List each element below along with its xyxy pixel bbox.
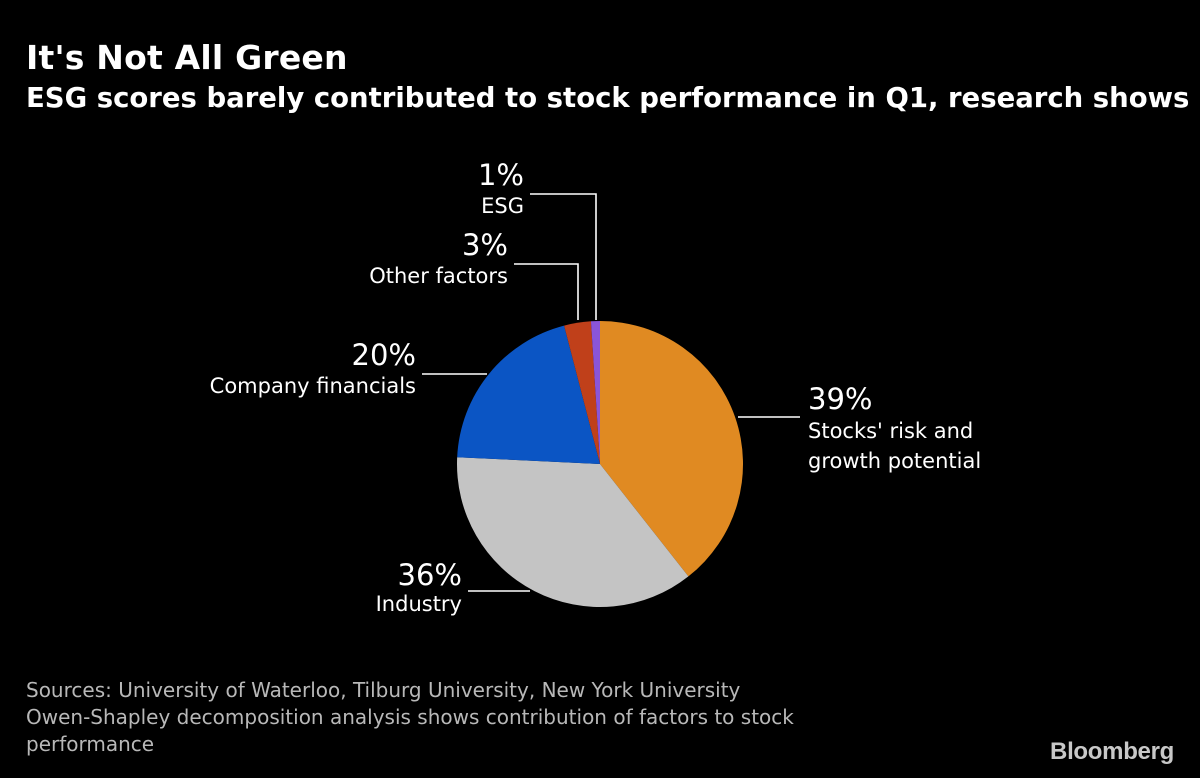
chart-title: It's Not All Green — [26, 38, 348, 77]
pie-slice-stocks-risk-and-growth-potential — [600, 321, 744, 577]
leader-lines — [422, 193, 800, 592]
slice-labels: 39% Stocks' risk and growth potential 36%In… — [210, 158, 982, 616]
category-label-industry: Industry — [376, 592, 462, 616]
value-label-stocks-risk-and-growth-potential: 39% — [808, 382, 872, 416]
leader-line-other-factors — [514, 263, 579, 320]
pie-slice-esg — [590, 321, 600, 464]
category-label-other-factors: Other factors — [369, 264, 508, 288]
value-label-company-financials: 20% — [352, 338, 416, 372]
sources-note: Sources: University of Waterloo, Tilburg… — [26, 678, 741, 702]
pie-slice-other-factors — [564, 321, 600, 464]
footnote: Sources: University of Waterloo, Tilburg… — [26, 677, 926, 758]
bloomberg-logo: Bloomberg — [1050, 738, 1174, 765]
category-label-esg: ESG — [481, 194, 524, 218]
value-label-other-factors: 3% — [462, 228, 508, 262]
pie-slice-company-financials — [457, 325, 600, 464]
value-label-industry: 36% — [398, 558, 462, 592]
category-label-company-financials: Company financials — [210, 374, 416, 398]
category-label-stocks-risk-and-growth-potential: growth potential — [808, 449, 981, 473]
value-label-esg: 1% — [478, 158, 524, 192]
method-note-line-1: Owen-Shapley decomposition analysis show… — [26, 705, 794, 729]
pie-slice-industry — [456, 457, 689, 608]
pie-slices — [456, 321, 744, 608]
method-note-line-2: performance — [26, 732, 155, 756]
category-label-stocks-risk-and-growth-potential: Stocks' risk and — [808, 419, 973, 443]
leader-line-esg — [530, 193, 597, 320]
chart-subtitle: ESG scores barely contributed to stock p… — [26, 82, 1190, 114]
